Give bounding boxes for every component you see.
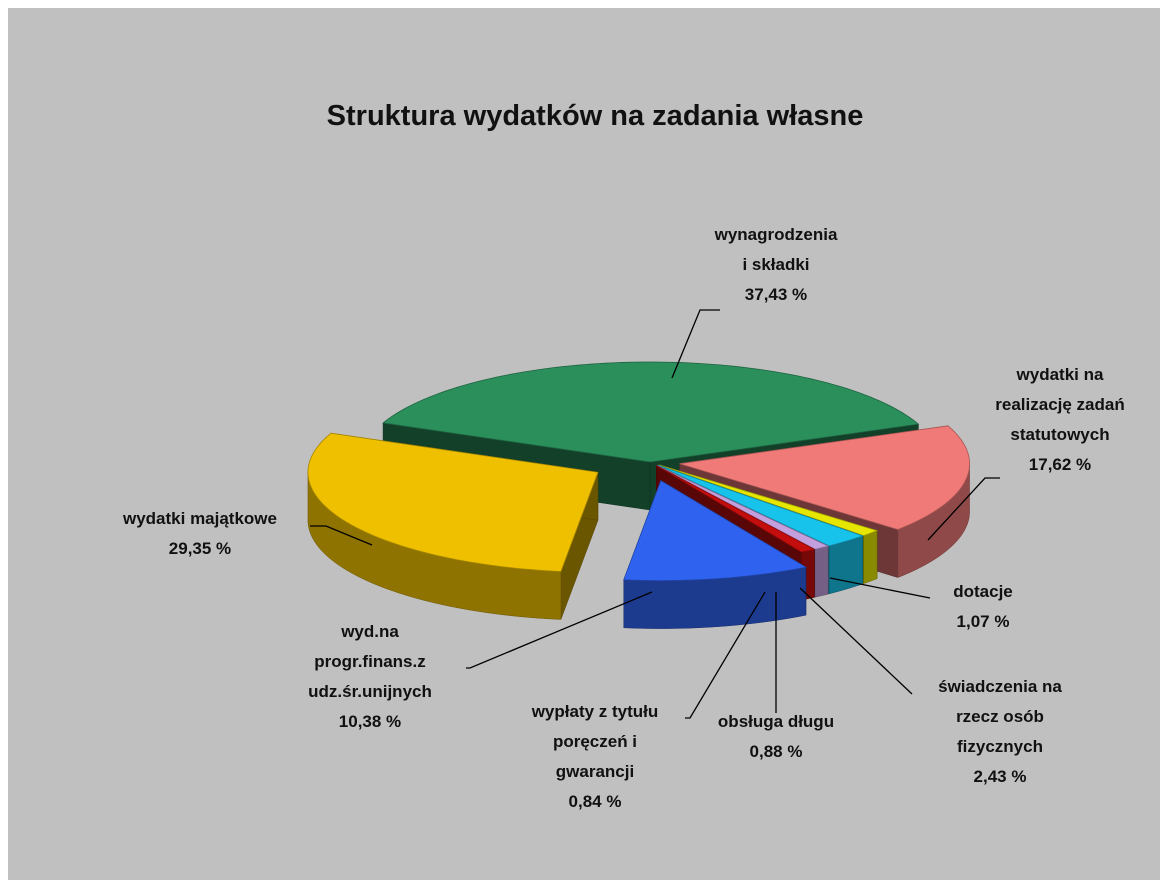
value-label: 0,88 % — [750, 742, 803, 761]
slice-label: i składki — [742, 255, 809, 274]
slice-label: wydatki na — [1016, 365, 1104, 384]
slice-label: rzecz osób — [956, 707, 1044, 726]
slice-label: fizycznych — [957, 737, 1043, 756]
slice-label: udz.śr.unijnych — [308, 682, 432, 701]
slice — [658, 464, 879, 537]
slice-label: wydatki majątkowe — [122, 509, 277, 528]
leader-line — [799, 587, 913, 695]
chart-title: Struktura wydatków na zadania własne — [327, 100, 864, 132]
leader-line — [685, 591, 766, 719]
slice-label: dotacje — [953, 582, 1013, 601]
slice-label: poręczeń i — [553, 732, 637, 751]
leader-line — [466, 591, 653, 669]
slice-label: wyd.na — [340, 622, 399, 641]
value-label: 1,07 % — [957, 612, 1010, 631]
slice — [679, 425, 970, 530]
slice-label: obsługa długu — [718, 712, 834, 731]
slice-label: progr.finans.z — [314, 652, 425, 671]
slice-label: gwarancji — [556, 762, 634, 781]
value-label: 17,62 % — [1029, 455, 1091, 474]
slice-side — [814, 545, 829, 598]
slice — [307, 432, 599, 572]
slice-label: statutowych — [1010, 425, 1109, 444]
value-label: 10,38 % — [339, 712, 401, 731]
slice-label: świadczenia na — [938, 677, 1062, 696]
value-label: 37,43 % — [745, 285, 807, 304]
value-label: 0,84 % — [569, 792, 622, 811]
leader-line — [829, 577, 931, 599]
slice — [656, 465, 816, 553]
leader-line — [927, 477, 1000, 541]
slice-label: wynagrodzenia — [714, 225, 838, 244]
slice-label: realizację zadań — [995, 395, 1124, 414]
slice — [382, 361, 920, 463]
slice — [657, 464, 864, 547]
slice-label: wypłaty z tytułu — [531, 702, 659, 721]
value-label: 29,35 % — [169, 539, 231, 558]
leader-line — [310, 525, 373, 546]
slice — [623, 480, 808, 581]
slice-side — [863, 530, 878, 584]
value-label: 2,43 % — [974, 767, 1027, 786]
leader-line — [671, 309, 720, 379]
